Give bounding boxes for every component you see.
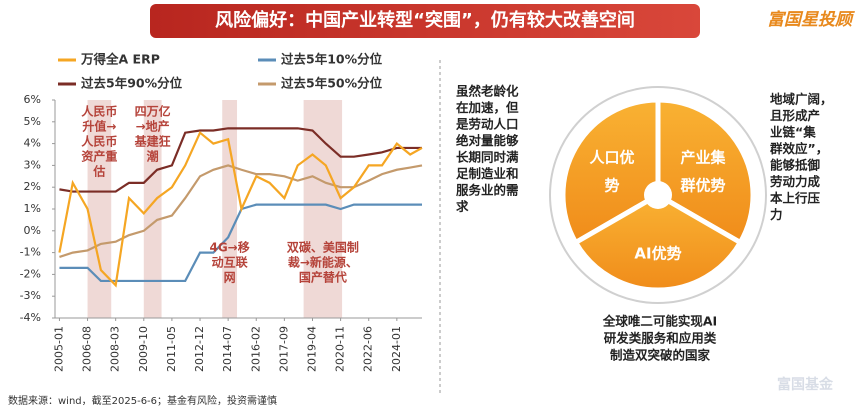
footer: 数据来源：wind，截至2025-6-6；基金有风险，投资需谨慎 bbox=[8, 394, 277, 407]
diagram-text: 足制造业和 bbox=[456, 166, 519, 181]
y-tick-label: 5% bbox=[24, 115, 41, 128]
period-label: →地产 bbox=[136, 119, 170, 134]
series-line bbox=[59, 164, 423, 259]
y-tick-label: 2% bbox=[24, 180, 41, 193]
period-label: 国产替代 bbox=[299, 270, 347, 285]
legend-label: 过去5年50%分位 bbox=[281, 76, 383, 91]
period-label: 人民币 bbox=[81, 104, 117, 119]
diagram-text: 群优势 bbox=[680, 177, 725, 195]
diagram-text: 力 bbox=[770, 207, 783, 222]
x-tick-label: 2014-07 bbox=[221, 326, 234, 372]
watermark: 富国基金 bbox=[777, 376, 834, 393]
center bbox=[644, 181, 672, 209]
x-tick-label: 2009-10 bbox=[137, 326, 150, 372]
series-line bbox=[58, 130, 423, 288]
shaded-period bbox=[222, 100, 238, 318]
period-label: 升值→ bbox=[82, 119, 116, 134]
diagram-text: 全球唯二可能实现AI bbox=[602, 314, 717, 329]
x-tick-label: 2008-03 bbox=[109, 326, 122, 372]
title-banner bbox=[150, 4, 700, 38]
x-tick-label: 2011-05 bbox=[165, 326, 178, 372]
diagram-text: 求 bbox=[456, 199, 469, 214]
period-label: 人民币 bbox=[81, 134, 117, 149]
diagram-text: 服务业的需 bbox=[456, 183, 519, 198]
y-tick-label: -1% bbox=[20, 246, 41, 259]
diagram-text: 绝对量能够 bbox=[456, 133, 519, 148]
diagram-text: 人口优 bbox=[589, 149, 634, 167]
period-label: 裁→新能源、 bbox=[288, 255, 358, 270]
period-label: 估 bbox=[92, 164, 105, 179]
diagram-text: 群效应”， bbox=[769, 141, 828, 156]
x-tick-label: 2024-01 bbox=[390, 326, 403, 372]
series-line bbox=[59, 127, 422, 193]
diagram-text: 研发类服务和应用类 bbox=[604, 331, 717, 346]
y-tick-label: 1% bbox=[24, 202, 41, 215]
shaded-period bbox=[303, 100, 343, 318]
x-tick-label: 2012-12 bbox=[193, 326, 206, 372]
period-label: 4G→移 bbox=[209, 240, 249, 255]
diagram-text: AI优势 bbox=[634, 245, 681, 263]
title: 风险偏好：中国产业转型“突围”，仍有较大改善空间 bbox=[215, 9, 635, 31]
y-tick-label: 0% bbox=[24, 224, 41, 237]
diagram-text: 虽然老龄化 bbox=[456, 84, 519, 99]
segment bbox=[572, 192, 744, 293]
x-tick-label: 2017-09 bbox=[277, 326, 290, 372]
x-tick-label: 2019-04 bbox=[305, 326, 318, 372]
diagram-text: 地域广阔， bbox=[770, 92, 833, 107]
y-tick-label: 3% bbox=[24, 158, 41, 171]
x-tick-label: 2005-01 bbox=[52, 326, 65, 372]
period-label: 双碳、美国制 bbox=[287, 240, 359, 255]
y-tick-label: -3% bbox=[20, 289, 41, 302]
period-label: 资产重 bbox=[81, 149, 117, 164]
diagram-text: 制造双突破的国家 bbox=[610, 348, 711, 363]
diagram-text: 在加速，但 bbox=[456, 100, 519, 115]
diagram-text: 势 bbox=[604, 177, 619, 195]
diagram-text: 业链“集 bbox=[770, 125, 816, 140]
diagram-text: 本上行压 bbox=[770, 191, 821, 206]
shaded-period bbox=[143, 100, 162, 318]
y-tick-label: 6% bbox=[24, 93, 41, 106]
period-label: 四万亿 bbox=[135, 104, 171, 119]
period-label: 动互联 bbox=[212, 256, 248, 270]
y-tick-label: -4% bbox=[20, 311, 41, 324]
legend-label: 万得全A ERP bbox=[80, 52, 160, 67]
diagram-text: 劳动力成 bbox=[770, 174, 821, 189]
y-tick-label: 4% bbox=[24, 137, 41, 150]
x-tick-label: 2006-08 bbox=[81, 326, 94, 372]
period-label: 网 bbox=[224, 271, 236, 285]
diagram-text: 长期同时满 bbox=[456, 150, 519, 165]
diagram-text: 是劳动人口 bbox=[455, 117, 519, 132]
shaded-period bbox=[87, 100, 112, 318]
x-tick-label: 2020-11 bbox=[334, 326, 347, 372]
period-label: 潮 bbox=[147, 149, 159, 164]
diagram-text: 能够抵御 bbox=[770, 158, 821, 173]
legend-label: 过去5年10%分位 bbox=[281, 52, 383, 67]
diagram-text: 产业集 bbox=[680, 149, 726, 167]
legend-label: 过去5年90%分位 bbox=[81, 76, 183, 91]
period-label: 基建狂 bbox=[134, 134, 171, 149]
diagram-text: 且形成产 bbox=[770, 108, 820, 123]
x-tick-label: 2022-06 bbox=[362, 326, 375, 372]
x-tick-label: 2016-02 bbox=[249, 326, 262, 372]
logo: 富国星投顾 bbox=[767, 10, 855, 30]
y-tick-label: -2% bbox=[20, 267, 41, 280]
ring bbox=[549, 86, 767, 304]
